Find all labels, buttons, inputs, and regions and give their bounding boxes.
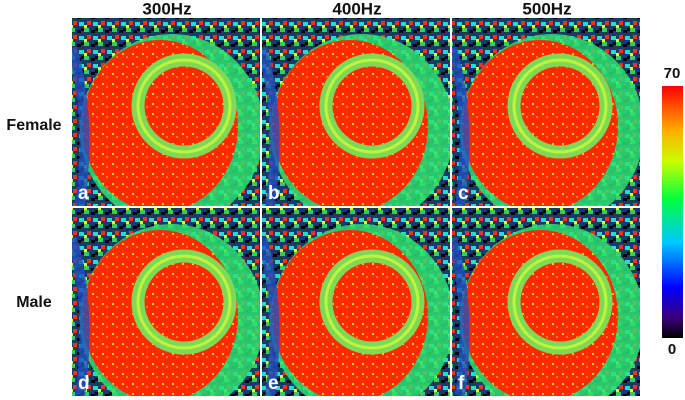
mri-panel: b [262,18,450,206]
column-label: 400Hz [332,0,381,18]
chest-wall [452,46,470,206]
chest-wall [262,236,280,396]
blood-pool [272,40,428,206]
mri-panel: e [262,208,450,396]
panel-letter: c [458,183,469,204]
mri-panel: f [452,208,640,396]
myocardium-edge [512,254,608,350]
blood-pool [462,40,618,206]
blood-pool [82,230,238,396]
mri-panel: c [452,18,640,206]
colorbar-max: 70 [664,65,681,82]
panel-grid: a b c d e f [72,18,640,396]
row-label: Male [16,294,52,311]
column-label: 300Hz [142,0,191,18]
mri-panel: d [72,208,260,396]
myocardium-edge [324,58,420,154]
colorbar-min: 0 [668,341,676,358]
panel-letter: d [78,373,90,394]
chest-wall [452,236,470,396]
myocardium-edge [136,58,232,154]
panel-letter: f [458,373,465,394]
panel-letter: b [268,183,280,204]
colorbar [662,86,683,338]
blood-pool [462,230,618,396]
myocardium-edge [136,254,232,350]
panel-letter: e [268,373,279,394]
myocardium-edge [324,254,420,350]
mri-panel: a [72,18,260,206]
panel-letter: a [78,183,89,204]
blood-pool [272,230,428,396]
chest-wall [72,46,90,206]
row-label: Female [6,117,61,134]
blood-pool [82,40,238,206]
chest-wall [262,46,280,206]
chest-wall [72,236,90,396]
column-label: 500Hz [522,0,571,18]
myocardium-edge [512,58,608,154]
